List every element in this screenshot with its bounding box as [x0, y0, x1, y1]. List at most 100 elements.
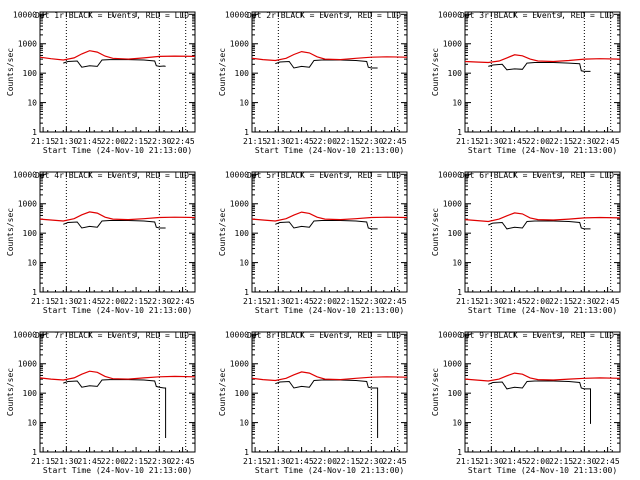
- x-axis-label: Start Time (24-Nov-10 21:13:00): [468, 306, 617, 315]
- chart-title: Det 5r BLACK = Events, RED = LLD: [247, 171, 401, 180]
- y-tick-label: 10000: [13, 170, 37, 179]
- y-tick-label: 1000: [230, 360, 249, 369]
- x-tick-label: 22:00: [313, 297, 337, 306]
- y-tick-label: 1: [457, 288, 462, 297]
- events-series-line: [63, 379, 167, 438]
- chart-title: Det 6r BLACK = Events, RED = LLD: [460, 171, 614, 180]
- events-series-line: [275, 379, 379, 438]
- x-axis-label: Start Time (24-Nov-10 21:13:00): [255, 146, 404, 155]
- lld-series-line: [464, 372, 621, 382]
- plot-frame: [464, 11, 621, 133]
- x-tick-label: 22:45: [171, 457, 195, 466]
- x-tick-label: 21:45: [503, 297, 527, 306]
- x-tick-label: 22:00: [526, 457, 550, 466]
- x-tick-label: 22:30: [359, 457, 383, 466]
- x-tick-label: 21:15: [31, 297, 55, 306]
- chart-panel-8: Det 8r BLACK = Events, RED = LLD 1 10 100 10…: [218, 330, 408, 475]
- y-axis-label: Counts/sec: [431, 208, 440, 256]
- chart-title: Det 2r BLACK = Events, RED = LLD: [247, 11, 401, 20]
- x-tick-label: 21:45: [503, 137, 527, 146]
- x-tick-label: 21:15: [456, 137, 480, 146]
- events-series-line: [63, 59, 166, 68]
- y-tick-label: 100: [23, 389, 38, 398]
- chart-panel-4: Det 4r BLACK = Events, RED = LLD 1 10 100 10…: [6, 170, 196, 315]
- x-tick-label: 22:15: [124, 457, 148, 466]
- lld-series-line: [251, 371, 408, 382]
- y-tick-label: 1: [457, 448, 462, 457]
- y-tick-label: 1: [32, 128, 37, 137]
- y-tick-label: 1: [32, 288, 37, 297]
- x-tick-label: 22:45: [383, 457, 407, 466]
- x-tick-label: 21:45: [290, 457, 314, 466]
- y-tick-label: 100: [23, 229, 38, 238]
- x-tick-label: 22:30: [572, 137, 596, 146]
- x-axis-label: Start Time (24-Nov-10 21:13:00): [255, 466, 404, 475]
- x-tick-label: 22:00: [313, 137, 337, 146]
- x-axis-label: Start Time (24-Nov-10 21:13:00): [43, 466, 192, 475]
- x-tick-label: 21:45: [78, 297, 102, 306]
- x-tick-label: 21:15: [456, 457, 480, 466]
- x-tick-label: 21:30: [266, 457, 290, 466]
- chart-title: Det 1r BLACK = Events, RED = LLD: [35, 11, 189, 20]
- x-axis-label: Start Time (24-Nov-10 21:13:00): [468, 146, 617, 155]
- x-tick-label: 22:45: [383, 137, 407, 146]
- plot-frame: [39, 331, 196, 453]
- lld-series-line: [39, 50, 196, 61]
- plot-frame: [39, 171, 196, 293]
- chart-panel-2: Det 2r BLACK = Events, RED = LLD 1 10 100 10…: [218, 10, 408, 155]
- y-axis-label: Counts/sec: [218, 208, 227, 256]
- y-tick-label: 1: [244, 448, 249, 457]
- x-tick-label: 22:30: [147, 137, 171, 146]
- y-tick-label: 10: [452, 419, 462, 428]
- y-tick-label: 100: [448, 229, 463, 238]
- x-tick-label: 22:30: [572, 297, 596, 306]
- y-tick-label: 10: [239, 259, 249, 268]
- plot-frame: [251, 171, 408, 293]
- x-tick-label: 21:15: [31, 457, 55, 466]
- x-tick-label: 22:30: [572, 457, 596, 466]
- y-tick-label: 10: [239, 419, 249, 428]
- y-tick-label: 1000: [230, 200, 249, 209]
- x-tick-label: 22:45: [383, 297, 407, 306]
- x-tick-label: 22:15: [549, 457, 573, 466]
- y-tick-label: 10000: [225, 170, 249, 179]
- chart-panel-7: Det 7r BLACK = Events, RED = LLD 1 10 100 10…: [6, 330, 196, 475]
- x-tick-label: 21:30: [479, 457, 503, 466]
- x-tick-label: 22:30: [147, 457, 171, 466]
- y-tick-label: 100: [235, 389, 250, 398]
- x-tick-label: 22:00: [526, 137, 550, 146]
- x-tick-label: 22:15: [336, 297, 360, 306]
- chart-panel-1: Det 1r BLACK = Events, RED = LLD 1 10 100 10…: [6, 10, 196, 155]
- y-tick-label: 10: [27, 419, 37, 428]
- y-tick-label: 1000: [230, 40, 249, 49]
- x-tick-label: 21:30: [479, 137, 503, 146]
- x-tick-label: 22:15: [336, 457, 360, 466]
- events-series-line: [488, 220, 591, 230]
- y-tick-label: 100: [235, 69, 250, 78]
- y-tick-label: 1: [32, 448, 37, 457]
- x-tick-label: 21:30: [266, 297, 290, 306]
- x-tick-label: 21:45: [503, 457, 527, 466]
- chart-panel-9: Det 9r BLACK = Events, RED = LLD 1 10 100 10…: [431, 330, 621, 475]
- y-tick-label: 100: [448, 389, 463, 398]
- y-tick-label: 1000: [18, 200, 37, 209]
- y-axis-label: Counts/sec: [6, 368, 15, 416]
- x-tick-label: 21:30: [54, 297, 78, 306]
- x-tick-label: 21:45: [290, 297, 314, 306]
- x-tick-label: 21:30: [266, 137, 290, 146]
- lld-series-line: [464, 54, 621, 64]
- y-tick-label: 10000: [438, 10, 462, 19]
- x-tick-label: 22:00: [101, 137, 125, 146]
- chart-title: Det 4r BLACK = Events, RED = LLD: [35, 171, 189, 180]
- y-tick-label: 100: [448, 69, 463, 78]
- x-tick-label: 22:45: [596, 137, 620, 146]
- x-tick-label: 22:45: [596, 297, 620, 306]
- x-tick-label: 22:15: [549, 297, 573, 306]
- y-axis-label: Counts/sec: [431, 48, 440, 96]
- x-tick-label: 22:15: [336, 137, 360, 146]
- y-tick-label: 1000: [443, 360, 462, 369]
- y-tick-label: 10: [239, 99, 249, 108]
- lld-series-line: [251, 211, 408, 222]
- y-tick-label: 10000: [13, 330, 37, 339]
